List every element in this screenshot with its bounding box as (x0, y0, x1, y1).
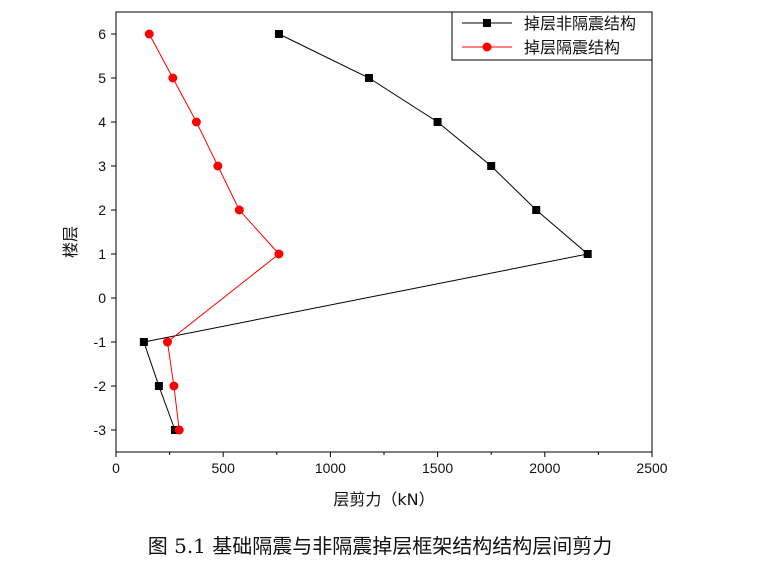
x-axis-ticks: 0 500 1000 1500 2000 2500 (112, 452, 668, 476)
legend-marker-nonisolated (483, 19, 491, 27)
y-tick-label: 3 (98, 158, 106, 174)
legend-label-isolated: 掉层隔震结构 (524, 38, 620, 57)
data-point-square (583, 250, 592, 258)
data-point-circle (191, 117, 201, 127)
series-layer (139, 29, 592, 435)
y-tick-label: 5 (98, 70, 106, 86)
y-tick-label: -1 (94, 334, 107, 350)
data-point-circle (162, 337, 172, 347)
data-point-circle (234, 205, 244, 215)
data-point-square (532, 206, 541, 214)
data-point-circle (174, 425, 184, 435)
chart: 0 500 1000 1500 2000 2500 -3 -2 -1 0 1 2 3 4 5 6 层剪力（k… (61, 11, 668, 509)
x-tick-label: 1500 (422, 460, 453, 476)
y-axis-label: 楼层 (61, 226, 80, 258)
data-point-circle (144, 29, 154, 39)
series-line-1 (148, 33, 280, 431)
data-point-circle (169, 381, 179, 391)
x-tick-label: 500 (212, 460, 236, 476)
data-point-square (364, 74, 373, 82)
x-tick-label: 2000 (529, 460, 560, 476)
x-axis-label: 层剪力（kN） (333, 490, 434, 509)
data-point-square (139, 338, 148, 346)
figure-caption: 图 5.1 基础隔震与非隔震掉层框架结构结构层间剪力 (147, 534, 613, 558)
data-point-square (274, 30, 283, 38)
y-tick-label: 2 (98, 202, 106, 218)
y-tick-label: 1 (98, 246, 106, 262)
y-tick-label: -3 (94, 422, 107, 438)
x-tick-label: 2500 (636, 460, 667, 476)
plot-frame (115, 11, 653, 453)
data-point-circle (213, 161, 223, 171)
series-line-0 (143, 33, 589, 431)
data-point-circle (168, 73, 178, 83)
y-tick-label: -2 (94, 378, 107, 394)
y-axis-ticks: -3 -2 -1 0 1 2 3 4 5 6 (94, 26, 116, 438)
legend-marker-isolated (482, 42, 492, 52)
data-point-square (433, 118, 442, 126)
legend: 掉层非隔震结构 掉层隔震结构 (451, 11, 653, 61)
y-tick-label: 4 (98, 114, 106, 130)
legend-label-nonisolated: 掉层非隔震结构 (524, 14, 636, 33)
y-tick-label: 0 (98, 290, 106, 306)
x-tick-label: 0 (112, 460, 120, 476)
x-tick-label: 1000 (315, 460, 346, 476)
data-point-square (487, 162, 496, 170)
data-point-circle (274, 249, 284, 259)
y-tick-label: 6 (98, 26, 106, 42)
data-point-square (154, 382, 163, 390)
